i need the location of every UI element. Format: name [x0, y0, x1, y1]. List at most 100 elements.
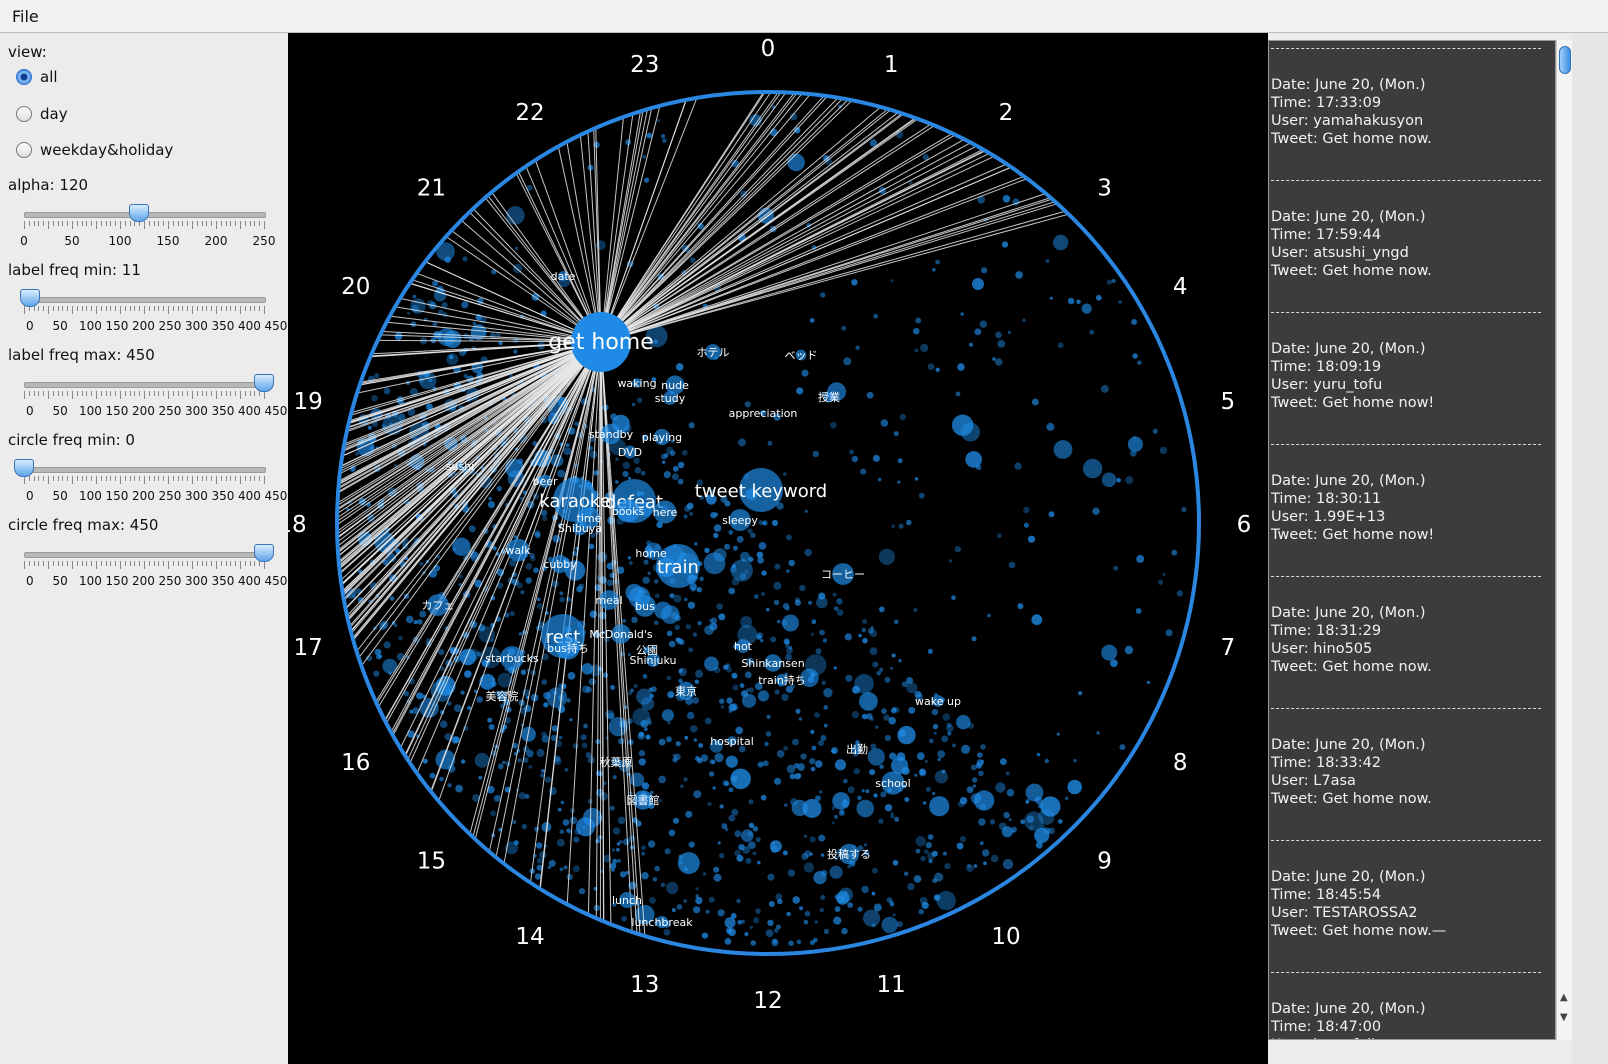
- word-bubble[interactable]: [500, 646, 524, 670]
- label-freq-max-slider[interactable]: 0 50 100 150 200 250 300 350 400 450: [22, 368, 287, 428]
- word-label[interactable]: hospital: [710, 735, 754, 748]
- tweet-entry[interactable]: Date: June 20, (Mon.) Time: 18:30:11 User:…: [1269, 437, 1555, 569]
- slider-track[interactable]: [24, 382, 266, 388]
- word-bubble[interactable]: [634, 595, 656, 617]
- word-bubble[interactable]: [643, 646, 651, 654]
- word-bubble[interactable]: [497, 691, 507, 701]
- word-bubble[interactable]: [653, 428, 671, 446]
- word-bubble[interactable]: [611, 624, 631, 644]
- word-label[interactable]: hot: [734, 640, 753, 653]
- word-label[interactable]: カフェ: [422, 599, 455, 612]
- word-bubble[interactable]: [538, 474, 552, 488]
- word-label[interactable]: playing: [642, 431, 682, 444]
- word-label[interactable]: Shinjuku: [629, 654, 676, 667]
- word-label[interactable]: sushi: [446, 460, 474, 473]
- clock-canvas[interactable]: get homedefeattweet keywordkaraokeresttr…: [288, 33, 1268, 1064]
- word-bubble[interactable]: [851, 743, 863, 755]
- word-bubble[interactable]: [572, 520, 588, 536]
- word-label[interactable]: 東京: [675, 684, 697, 698]
- word-bubble[interactable]: [823, 391, 835, 403]
- word-bubble[interactable]: [571, 312, 631, 372]
- view-radio-weekday-holiday[interactable]: weekday&holiday: [16, 139, 173, 161]
- word-label[interactable]: date: [551, 270, 576, 283]
- word-label[interactable]: bus: [635, 600, 655, 613]
- tweet-log[interactable]: Date: June 20, (Mon.) Time: 17:33:09 User:…: [1268, 40, 1556, 1040]
- word-bubble[interactable]: [739, 468, 783, 512]
- word-bubble[interactable]: [556, 636, 580, 660]
- slider-thumb[interactable]: [19, 289, 40, 307]
- word-label[interactable]: here: [653, 506, 678, 519]
- word-bubble[interactable]: [665, 375, 685, 395]
- word-label[interactable]: home: [635, 547, 666, 560]
- word-label[interactable]: Shibuya: [558, 522, 602, 535]
- word-bubble[interactable]: [838, 843, 860, 865]
- circle-freq-min-slider[interactable]: 0 50 100 150 200 250 300 350 400 450: [14, 453, 287, 513]
- word-label[interactable]: appreciation: [729, 407, 798, 420]
- tweet-entry[interactable]: Date: June 20, (Mon.) Time: 18:33:42 User:…: [1269, 701, 1555, 833]
- word-label[interactable]: train持ち: [758, 673, 806, 687]
- scroll-up-icon[interactable]: ▲: [1560, 992, 1568, 1003]
- slider-thumb[interactable]: [254, 374, 274, 392]
- slider-thumb[interactable]: [14, 459, 34, 477]
- word-label[interactable]: standby: [589, 428, 634, 441]
- word-bubble[interactable]: [932, 695, 944, 707]
- word-label[interactable]: ホテル: [697, 346, 730, 359]
- scroll-thumb[interactable]: [1559, 46, 1571, 74]
- tweet-log-scrollbar[interactable]: ▲ ▼: [1556, 40, 1573, 1040]
- word-bubble[interactable]: [616, 499, 640, 523]
- word-label[interactable]: cubby: [543, 558, 577, 571]
- word-label[interactable]: meal: [595, 594, 622, 607]
- word-bubble[interactable]: [760, 410, 766, 416]
- word-label[interactable]: ベッド: [785, 349, 818, 362]
- word-label[interactable]: 公園: [636, 644, 658, 657]
- word-label[interactable]: McDonald's: [589, 628, 653, 641]
- word-bubble[interactable]: [506, 538, 530, 562]
- word-bubble[interactable]: [646, 653, 660, 667]
- word-bubble[interactable]: [727, 736, 737, 746]
- tweet-entry[interactable]: Date: June 20, (Mon.) Time: 18:47:00 User:…: [1269, 965, 1555, 1039]
- word-label[interactable]: 秋葉原: [600, 755, 633, 769]
- word-bubble[interactable]: [653, 500, 677, 524]
- word-label[interactable]: sleepy: [722, 514, 758, 527]
- menu-file[interactable]: File: [12, 7, 39, 26]
- word-label[interactable]: tweet keyword: [695, 481, 827, 502]
- word-bubble[interactable]: [611, 757, 621, 767]
- word-label[interactable]: lunch: [612, 894, 642, 907]
- word-bubble[interactable]: [599, 590, 619, 610]
- word-label[interactable]: study: [655, 392, 686, 405]
- scroll-down-icon[interactable]: ▼: [1560, 1012, 1568, 1023]
- tweet-entry[interactable]: Date: June 20, (Mon.) Time: 18:09:19 User:…: [1269, 305, 1555, 437]
- word-bubble[interactable]: [663, 391, 677, 405]
- word-bubble[interactable]: [623, 445, 637, 459]
- word-label[interactable]: karaoke: [539, 491, 610, 512]
- word-bubble[interactable]: [736, 639, 750, 653]
- word-label[interactable]: starbucks: [485, 652, 539, 665]
- label-freq-min-slider[interactable]: 0 50 100 150 200 250 300 350 400 450: [19, 283, 287, 343]
- word-bubble[interactable]: [600, 423, 622, 445]
- word-bubble[interactable]: [764, 654, 782, 672]
- slider-track[interactable]: [24, 467, 266, 473]
- word-bubble[interactable]: [550, 554, 570, 574]
- view-radio-all[interactable]: all: [16, 66, 58, 88]
- word-bubble[interactable]: [832, 563, 854, 585]
- slider-thumb[interactable]: [129, 204, 150, 222]
- word-bubble[interactable]: [558, 271, 568, 281]
- tweet-entry[interactable]: Date: June 20, (Mon.) Time: 17:33:09 User:…: [1269, 41, 1555, 173]
- tweet-entry[interactable]: Date: June 20, (Mon.) Time: 18:45:54 User:…: [1269, 833, 1555, 965]
- tweet-entry[interactable]: Date: June 20, (Mon.) Time: 18:31:29 User:…: [1269, 569, 1555, 701]
- slider-track[interactable]: [24, 552, 266, 558]
- word-label[interactable]: 出勤: [846, 742, 868, 756]
- word-bubble[interactable]: [705, 344, 721, 360]
- word-label[interactable]: DVD: [618, 446, 642, 459]
- tweet-entry[interactable]: Date: June 20, (Mon.) Time: 17:59:44 User:…: [1269, 173, 1555, 305]
- word-bubble[interactable]: [427, 594, 449, 616]
- word-label[interactable]: books: [612, 505, 645, 518]
- word-label[interactable]: bus持ち: [547, 641, 589, 655]
- word-bubble[interactable]: [655, 915, 669, 929]
- clock-visualization[interactable]: get homedefeattweet keywordkaraokeresttr…: [288, 33, 1268, 1064]
- circle-freq-max-slider[interactable]: 0 50 100 150 200 250 300 350 400 450: [22, 538, 287, 598]
- word-bubble[interactable]: [619, 892, 635, 908]
- word-label[interactable]: get home: [548, 330, 654, 355]
- word-bubble[interactable]: [676, 681, 696, 701]
- word-bubble[interactable]: [633, 790, 653, 810]
